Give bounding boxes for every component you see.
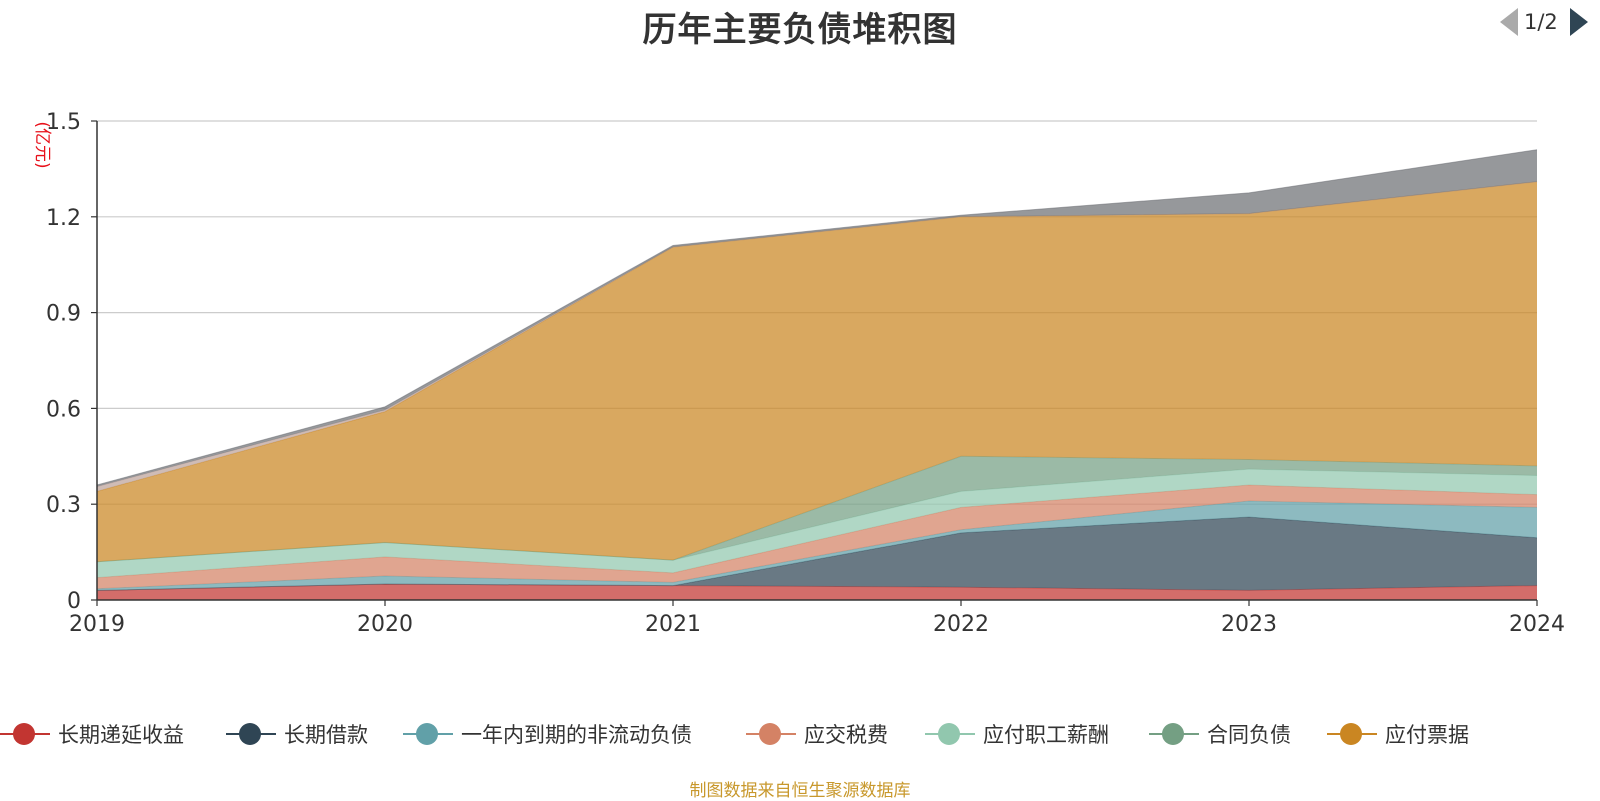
legend-label: 长期借款 [284,723,368,747]
legend-item[interactable]: 应付职工薪酬 [925,712,1109,756]
x-tick-label: 2022 [933,612,989,637]
legend-marker-icon [226,721,276,747]
y-tick-label: 0.9 [46,302,81,327]
legend-item[interactable]: 长期递延收益 [0,712,184,756]
series-line [96,455,1538,563]
legend-next-page-icon[interactable] [1569,8,1588,36]
axes: 0 0.3 0.6 0.9 1.2 1.5 2019 2020 2021 2022 2023 2024 [46,110,1565,637]
legend-page-indicator: 1/2 [1524,10,1558,34]
x-tick-label: 2021 [645,612,701,637]
legend-item[interactable]: 应付票据 [1327,712,1469,756]
legend-label: 一年内到期的非流动负债 [461,723,692,747]
x-tick-label: 2019 [69,612,125,637]
y-tick-label: 0.3 [46,493,81,518]
y-axis-unit-label: (亿元) [32,121,52,168]
legend-label: 长期递延收益 [58,723,184,747]
legend-pager: 1/2 [1500,0,1600,44]
area-unlabeled-9 [97,149,1537,487]
legend-marker-icon [403,721,453,747]
y-tick-label: 0 [67,589,81,614]
legend-item[interactable]: 长期借款 [226,712,368,756]
legend-prev-page-icon[interactable] [1500,8,1518,36]
chart-title: 历年主要负债堆积图 [642,10,958,50]
legend-marker-icon [1149,721,1199,747]
legend-marker-icon [925,721,975,747]
legend-label: 合同负债 [1207,723,1291,747]
legend-label: 应付票据 [1385,723,1469,747]
x-tick-label: 2020 [357,612,413,637]
legend-marker-icon [1327,721,1377,747]
area-7 [97,181,1537,562]
legend-marker-icon [746,721,796,747]
y-tick-label: 1.2 [46,206,81,231]
source-note: 制图数据来自恒生聚源数据库 [689,781,911,801]
x-tick-label: 2024 [1509,612,1565,637]
legend: 长期递延收益 长期借款 一年内到期的非流动负债 应交税费 应付职工薪酬 合同负债 应付票据 [0,712,1600,756]
y-tick-label: 1.5 [46,110,81,135]
area-3 [97,501,1537,591]
area-1 [97,584,1537,600]
area-5 [97,469,1537,578]
legend-label: 应付职工薪酬 [983,723,1109,747]
x-tick-label: 2023 [1221,612,1277,637]
legend-item[interactable]: 合同负债 [1149,712,1291,756]
series-line [96,149,1538,486]
area-series [96,149,1538,600]
legend-label: 应交税费 [804,723,888,747]
area-4 [97,485,1537,589]
legend-item[interactable]: 应交税费 [746,712,888,756]
area-2 [97,517,1537,591]
y-tick-label: 0.6 [46,397,81,422]
legend-marker-icon [0,721,50,747]
area-6 [97,456,1537,562]
legend-item[interactable]: 一年内到期的非流动负债 [403,712,692,756]
